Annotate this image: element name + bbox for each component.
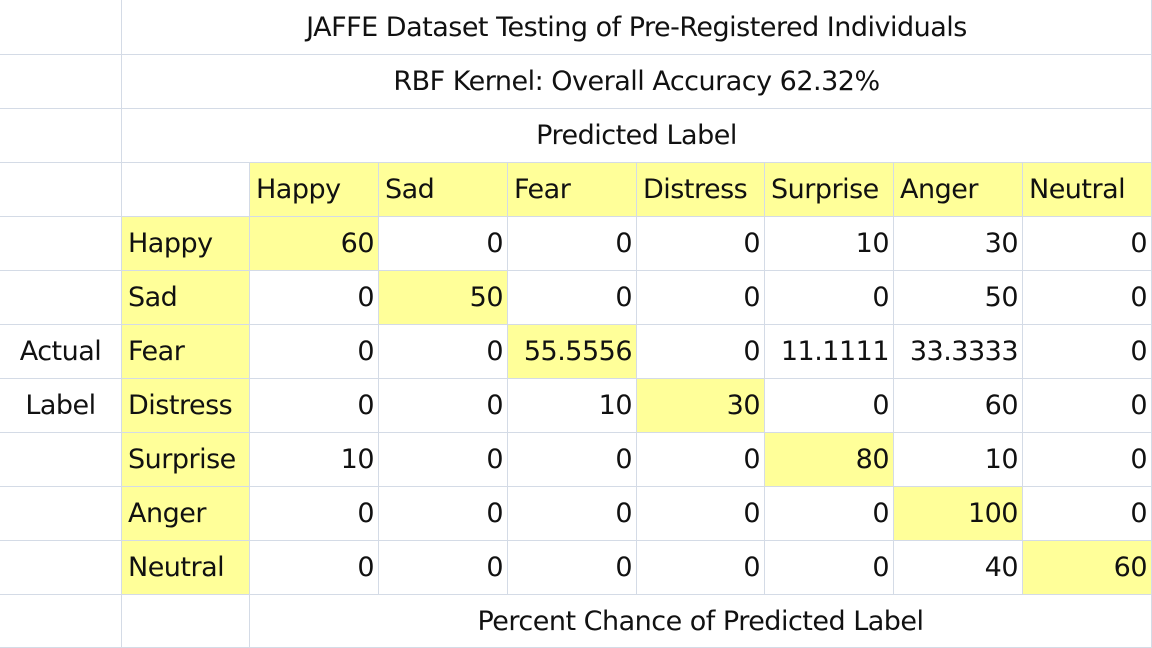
matrix-cell: 60 [894, 379, 1023, 433]
empty-cell [0, 109, 122, 163]
diagonal-cell: 30 [637, 379, 765, 433]
matrix-cell: 0 [637, 541, 765, 595]
corner-cell [122, 163, 250, 217]
matrix-cell: 0 [250, 325, 379, 379]
matrix-cell: 0 [637, 325, 765, 379]
empty-cell [0, 433, 122, 487]
matrix-cell: 40 [894, 541, 1023, 595]
empty-cell [0, 487, 122, 541]
empty-cell [0, 271, 122, 325]
column-header: Anger [894, 163, 1023, 217]
row-header: Neutral [122, 541, 250, 595]
matrix-cell: 11.1111 [765, 325, 894, 379]
diagonal-cell: 100 [894, 487, 1023, 541]
matrix-cell: 0 [508, 487, 637, 541]
column-header: Surprise [765, 163, 894, 217]
matrix-cell: 0 [379, 379, 508, 433]
matrix-cell: 10 [508, 379, 637, 433]
matrix-cell: 0 [637, 433, 765, 487]
matrix-cell: 0 [1023, 487, 1152, 541]
matrix-cell: 0 [508, 217, 637, 271]
matrix-cell: 0 [379, 325, 508, 379]
matrix-cell: 0 [1023, 217, 1152, 271]
empty-cell [0, 163, 122, 217]
matrix-cell: 0 [1023, 433, 1152, 487]
matrix-cell: 50 [894, 271, 1023, 325]
matrix-cell: 10 [250, 433, 379, 487]
empty-cell [122, 595, 250, 648]
matrix-cell: 0 [637, 487, 765, 541]
matrix-cell: 33.3333 [894, 325, 1023, 379]
empty-cell [0, 217, 122, 271]
row-header: Surprise [122, 433, 250, 487]
matrix-cell: 0 [508, 541, 637, 595]
column-header: Sad [379, 163, 508, 217]
matrix-cell: 0 [379, 433, 508, 487]
row-axis-label-line1: Actual [0, 325, 122, 379]
chart-title: JAFFE Dataset Testing of Pre-Registered … [122, 0, 1152, 55]
matrix-cell: 0 [379, 217, 508, 271]
empty-cell [0, 595, 122, 648]
chart-subtitle: RBF Kernel: Overall Accuracy 62.32% [122, 55, 1152, 109]
diagonal-cell: 60 [1023, 541, 1152, 595]
matrix-cell: 0 [1023, 379, 1152, 433]
row-header: Happy [122, 217, 250, 271]
matrix-cell: 0 [637, 271, 765, 325]
matrix-cell: 0 [379, 541, 508, 595]
row-header: Fear [122, 325, 250, 379]
empty-cell [0, 0, 122, 55]
matrix-cell: 0 [379, 487, 508, 541]
diagonal-cell: 50 [379, 271, 508, 325]
matrix-cell: 0 [1023, 271, 1152, 325]
matrix-cell: 0 [250, 541, 379, 595]
table-footer: Percent Chance of Predicted Label [250, 595, 1152, 648]
matrix-cell: 0 [508, 271, 637, 325]
diagonal-cell: 55.5556 [508, 325, 637, 379]
matrix-cell: 10 [894, 433, 1023, 487]
matrix-cell: 0 [250, 271, 379, 325]
matrix-cell: 0 [765, 541, 894, 595]
matrix-cell: 10 [765, 217, 894, 271]
empty-cell [0, 55, 122, 109]
row-axis-label-line2: Label [0, 379, 122, 433]
row-header: Distress [122, 379, 250, 433]
column-header: Distress [637, 163, 765, 217]
matrix-cell: 0 [508, 433, 637, 487]
empty-cell [0, 541, 122, 595]
column-header: Happy [250, 163, 379, 217]
row-header: Sad [122, 271, 250, 325]
matrix-cell: 0 [765, 271, 894, 325]
matrix-cell: 0 [765, 379, 894, 433]
diagonal-cell: 60 [250, 217, 379, 271]
matrix-cell: 30 [894, 217, 1023, 271]
matrix-cell: 0 [250, 379, 379, 433]
column-header: Neutral [1023, 163, 1152, 217]
column-axis-label: Predicted Label [122, 109, 1152, 163]
diagonal-cell: 80 [765, 433, 894, 487]
row-header: Anger [122, 487, 250, 541]
matrix-cell: 0 [765, 487, 894, 541]
matrix-cell: 0 [1023, 325, 1152, 379]
matrix-cell: 0 [637, 217, 765, 271]
column-header: Fear [508, 163, 637, 217]
matrix-cell: 0 [250, 487, 379, 541]
